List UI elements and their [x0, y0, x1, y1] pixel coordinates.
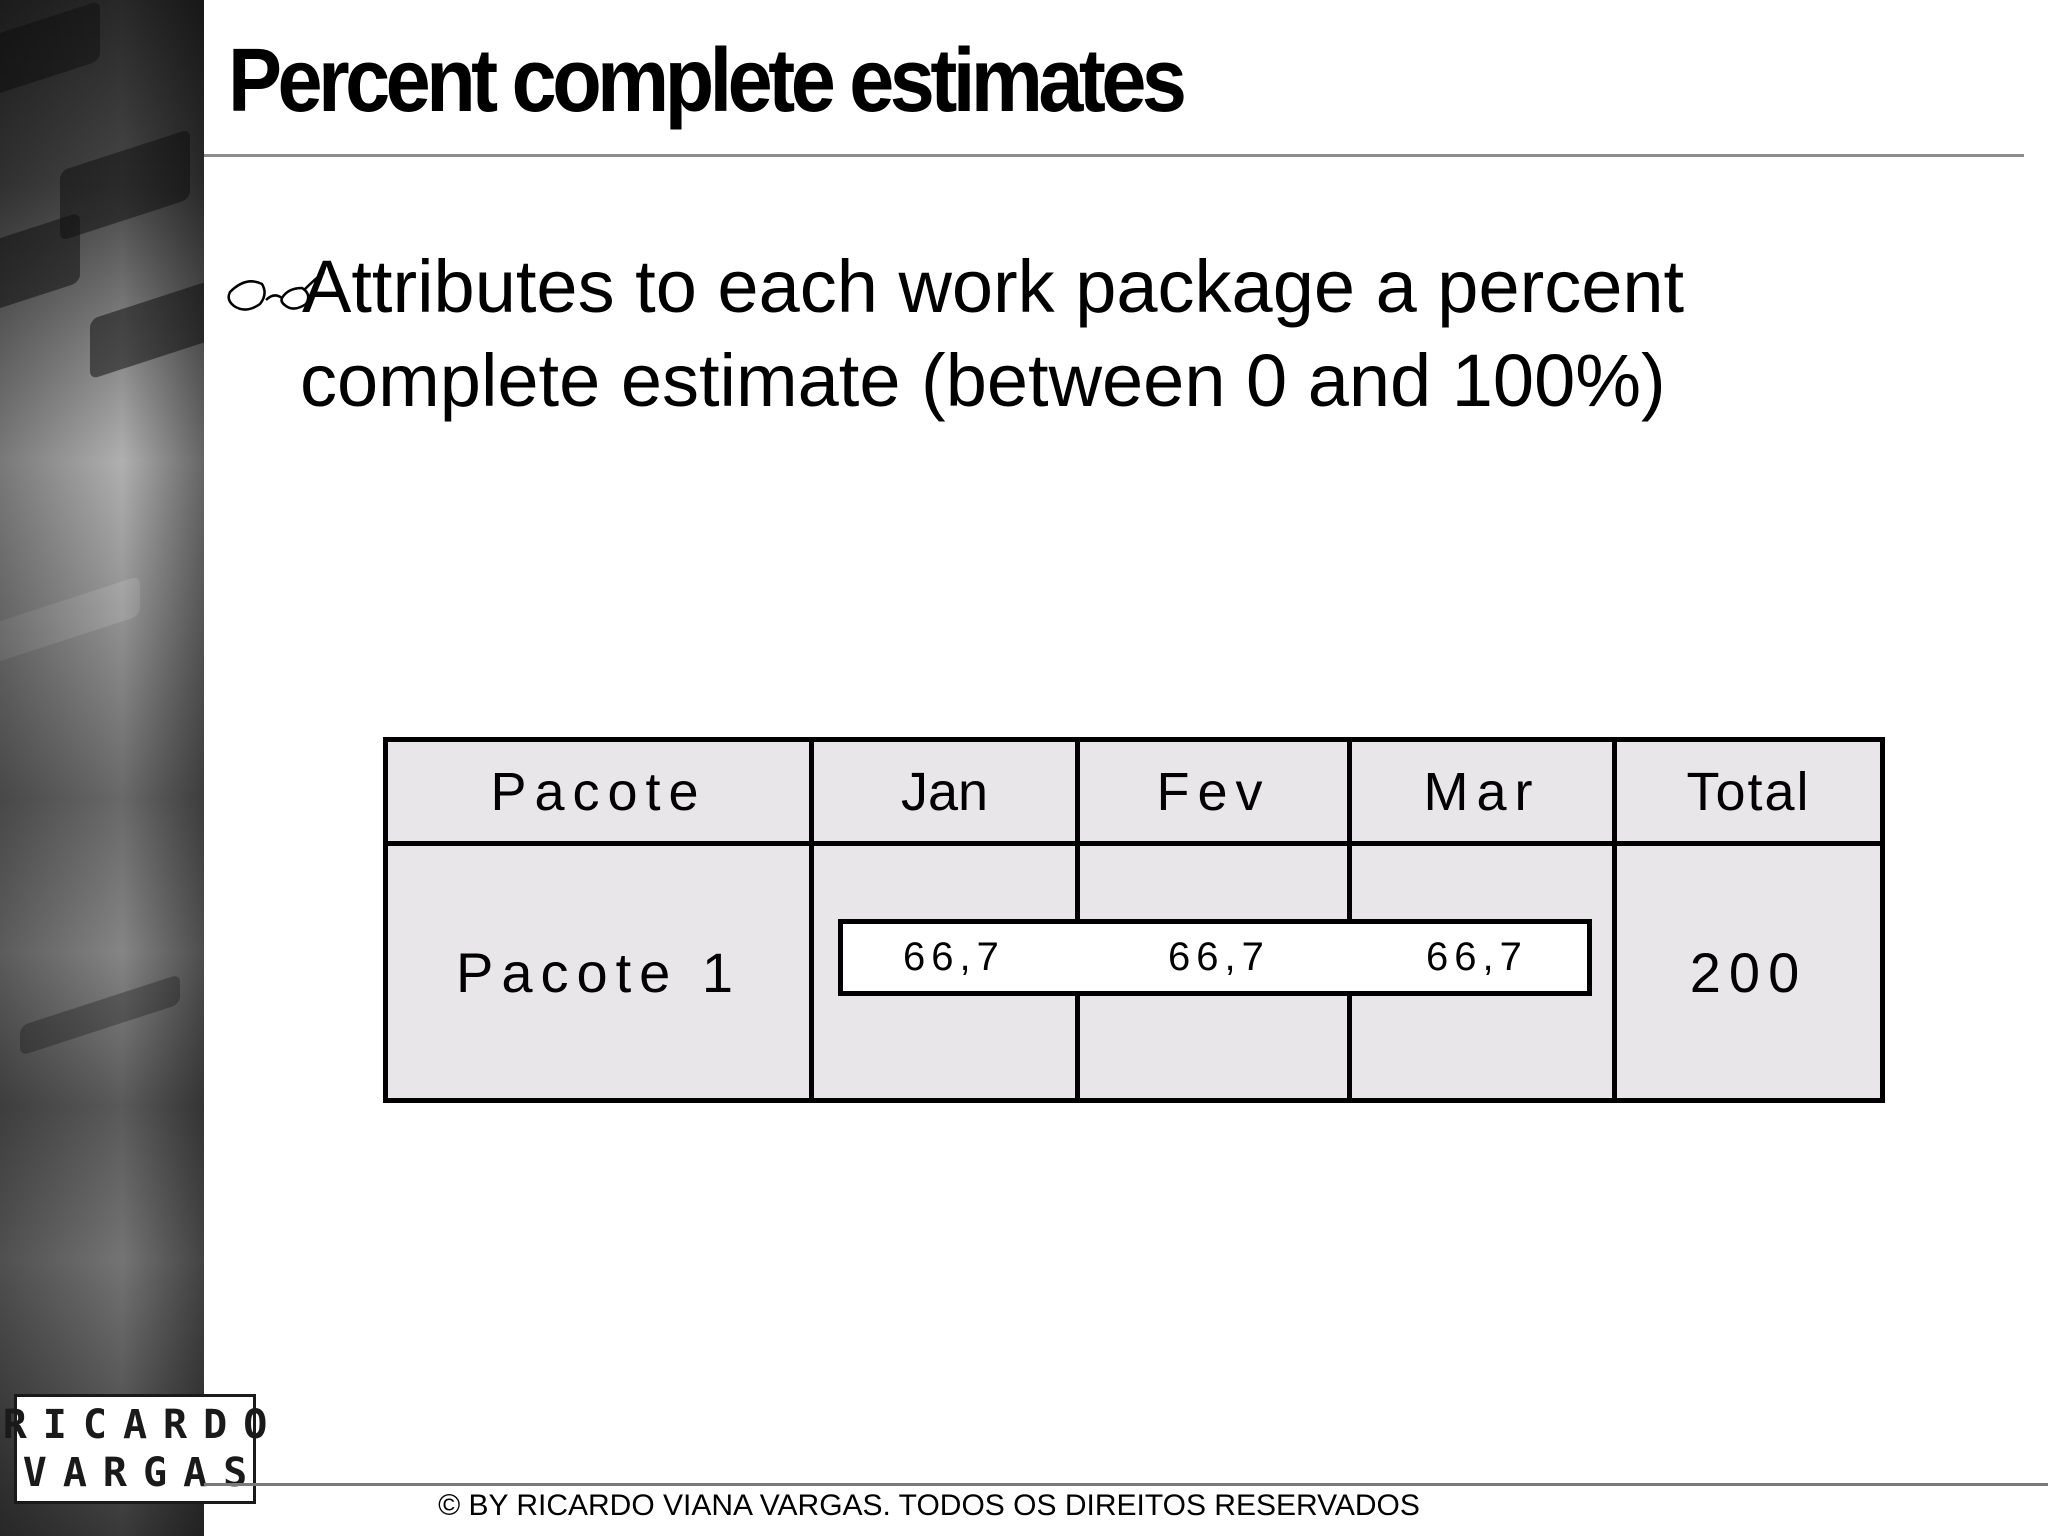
footer-divider: [204, 1483, 2048, 1486]
logo-line-2: VARGAS: [22, 1450, 264, 1496]
bullet-text: Attributes to each work package a percen…: [300, 240, 2002, 428]
bullet-line-1: Attributes to each work package a percen…: [302, 245, 1685, 328]
bar-value-mar: 66,7: [1426, 935, 1528, 979]
header-fev: Fev: [1156, 762, 1271, 822]
eyeglasses-icon: [227, 271, 325, 311]
title-divider: [204, 154, 2024, 157]
bullet-line-2: complete estimate (between 0 and 100%): [300, 339, 1666, 422]
slide-title: Percent complete estimates: [228, 31, 1187, 131]
header-pacote: Pacote: [490, 762, 707, 822]
progress-bar: 66,7 66,7 66,7: [838, 919, 1592, 996]
logo: RICARDO VARGAS: [3, 1394, 267, 1504]
copyright-footer: © BY RICARDO VIANA VARGAS. TODOS OS DIRE…: [438, 1489, 1420, 1522]
row-total: 200: [1689, 941, 1808, 1004]
header-total: Total: [1686, 762, 1811, 822]
row-package-label: Pacote 1: [455, 941, 742, 1004]
sidebar-photo: [0, 0, 204, 1536]
schedule-table: Pacote Jan Fev Mar Total Pacote 1 66,7 6…: [383, 737, 1885, 1103]
header-mar: Mar: [1423, 762, 1541, 822]
bar-value-jan: 66,7: [903, 935, 1005, 979]
bar-value-fev: 66,7: [1168, 935, 1270, 979]
header-jan: Jan: [900, 762, 989, 822]
logo-line-1: RICARDO: [2, 1402, 284, 1448]
